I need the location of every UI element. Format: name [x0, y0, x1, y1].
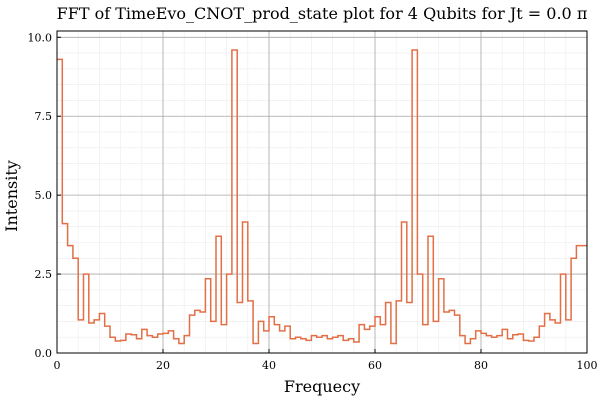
- y-tick-label: 2.5: [35, 268, 53, 281]
- y-axis-ticks: 0.0 2.5 5.0 7.5 10.0: [28, 31, 61, 360]
- y-axis-label: Intensity: [2, 160, 21, 232]
- y-tick-label: 5.0: [35, 189, 53, 202]
- y-tick-label: 0.0: [35, 347, 53, 360]
- x-tick-label: 100: [577, 359, 598, 372]
- plot-frame: [56, 30, 588, 354]
- grid: [56, 31, 588, 354]
- x-tick-label: 0: [54, 359, 61, 372]
- x-tick-label: 60: [368, 359, 382, 372]
- x-tick-label: 40: [262, 359, 276, 372]
- x-tick-label: 20: [156, 359, 170, 372]
- y-tick-label: 7.5: [35, 110, 53, 123]
- fft-intensity-series: [57, 49, 587, 345]
- x-axis-ticks: 0 20 40 60 80 100: [54, 349, 598, 372]
- y-tick-label: 10.0: [28, 31, 53, 44]
- x-axis-label: Frequecy: [284, 377, 360, 396]
- chart-title: FFT of TimeEvo_CNOT_prod_state plot for …: [57, 4, 588, 23]
- x-tick-label: 80: [474, 359, 488, 372]
